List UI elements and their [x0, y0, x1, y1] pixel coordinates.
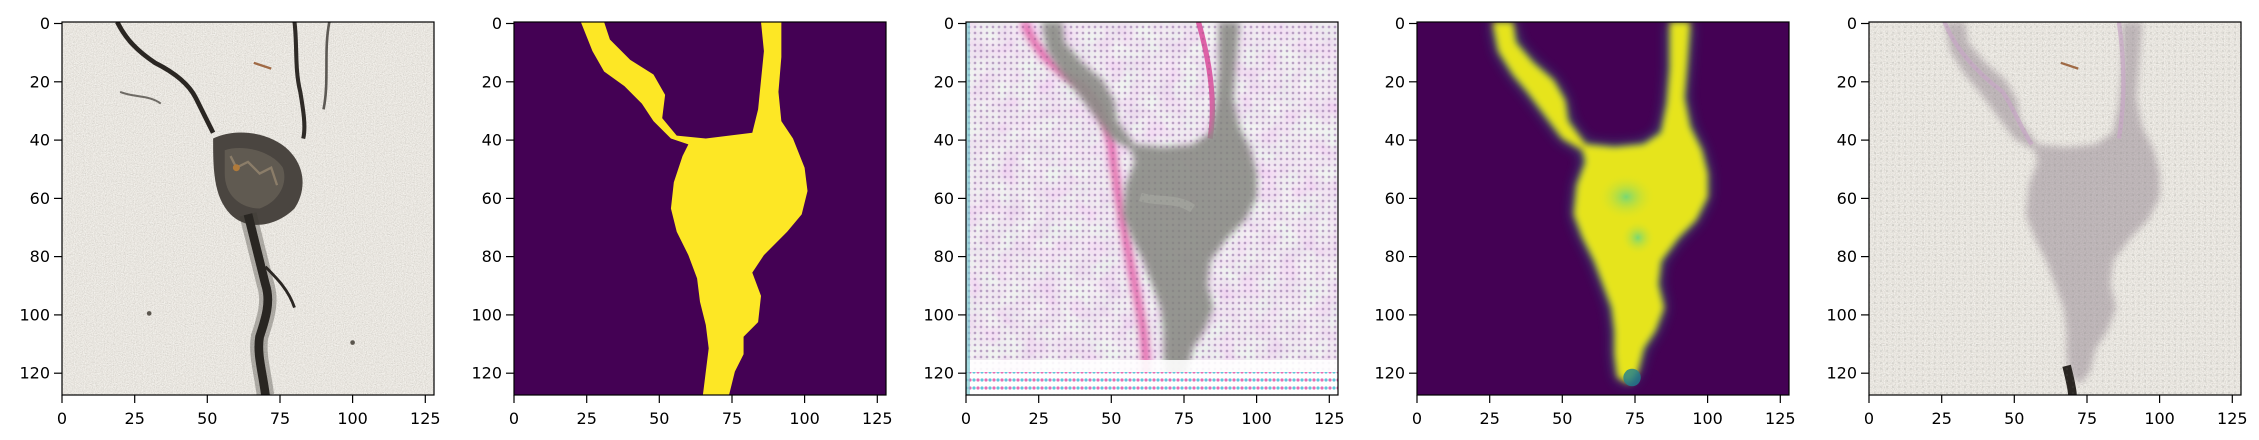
- panel-1-image: [62, 22, 434, 395]
- x-tick-label: 100: [1241, 409, 1272, 428]
- panel-3-axes: [958, 22, 1330, 403]
- y-tick-label: 0: [1395, 14, 1405, 33]
- x-tick-label: 100: [2144, 409, 2175, 428]
- panel-5: 0 25 50 75 100 125 0 20 40 60 80 100 120: [1826, 14, 2247, 428]
- panel-5-frame: [1868, 21, 2242, 396]
- y-tick-label: 40: [1385, 131, 1405, 150]
- x-tick-label: 50: [1552, 409, 1572, 428]
- x-tick-label: 0: [1412, 409, 1422, 428]
- x-tick-label: 0: [1864, 409, 1874, 428]
- x-tick-label: 100: [789, 409, 820, 428]
- panel-1-x-tick-labels: 0 25 50 75 100 125: [57, 409, 441, 428]
- panel-5-x-tick-labels: 0 25 50 75 100 125: [1864, 409, 2248, 428]
- x-tick-label: 25: [1480, 409, 1500, 428]
- panel-2-frame: [513, 21, 887, 396]
- panel-4: 0 25 50 75 100 125 0 20 40 60 80 100 120: [1374, 14, 1795, 428]
- y-tick-label: 100: [923, 305, 954, 324]
- x-tick-label: 25: [125, 409, 145, 428]
- panel-1-frame: [61, 21, 435, 396]
- x-tick-label: 125: [2217, 409, 2248, 428]
- x-tick-label: 75: [270, 409, 290, 428]
- x-tick-label: 75: [2077, 409, 2097, 428]
- x-tick-label: 0: [57, 409, 67, 428]
- panel-2-image: [514, 22, 886, 395]
- y-tick-label: 100: [1374, 305, 1405, 324]
- x-tick-label: 125: [862, 409, 893, 428]
- panel-2-axes: [506, 22, 878, 403]
- x-tick-label: 0: [509, 409, 519, 428]
- y-tick-label: 0: [40, 14, 50, 33]
- panel-4-axes: [1409, 22, 1781, 403]
- panel-4-x-tick-labels: 0 25 50 75 100 125: [1412, 409, 1796, 428]
- y-tick-label: 60: [482, 189, 502, 208]
- x-tick-label: 25: [1932, 409, 1952, 428]
- x-tick-label: 75: [1625, 409, 1645, 428]
- y-tick-label: 20: [934, 72, 954, 91]
- y-tick-label: 120: [471, 364, 502, 383]
- panel-2-x-tick-labels: 0 25 50 75 100 125: [509, 409, 893, 428]
- x-tick-label: 50: [197, 409, 217, 428]
- x-tick-label: 100: [337, 409, 368, 428]
- panel-3-image: [966, 22, 1338, 395]
- y-tick-label: 40: [482, 131, 502, 150]
- panel-2: 0 25 50 75 100 125 0 20 40 60 80 100 120: [471, 14, 892, 428]
- y-tick-label: 80: [934, 247, 954, 266]
- x-tick-label: 25: [1029, 409, 1049, 428]
- y-tick-label: 100: [471, 305, 502, 324]
- y-tick-label: 0: [1847, 14, 1857, 33]
- y-tick-label: 120: [19, 364, 50, 383]
- y-tick-label: 120: [1826, 364, 1857, 383]
- panel-4-image: [1417, 22, 1789, 395]
- panel-3-x-tick-labels: 0 25 50 75 100 125: [961, 409, 1345, 428]
- panel-5-image: [1869, 22, 2241, 395]
- panel-1: 0 25 50 75 100 125 0 20 40 60 80 100 120: [19, 14, 440, 428]
- x-tick-label: 125: [410, 409, 441, 428]
- y-tick-label: 20: [30, 72, 50, 91]
- y-tick-label: 80: [1385, 247, 1405, 266]
- y-tick-label: 120: [923, 364, 954, 383]
- x-tick-label: 0: [961, 409, 971, 428]
- x-tick-label: 50: [1101, 409, 1121, 428]
- y-tick-label: 40: [934, 131, 954, 150]
- x-tick-label: 125: [1314, 409, 1345, 428]
- y-tick-label: 40: [1837, 131, 1857, 150]
- y-tick-label: 100: [1826, 305, 1857, 324]
- x-tick-label: 25: [577, 409, 597, 428]
- x-tick-label: 75: [722, 409, 742, 428]
- y-tick-label: 60: [1837, 189, 1857, 208]
- y-tick-label: 20: [1385, 72, 1405, 91]
- x-tick-label: 75: [1174, 409, 1194, 428]
- y-tick-label: 60: [934, 189, 954, 208]
- panel-3-frame: [965, 21, 1339, 396]
- panel-3: 0 25 50 75 100 125 0 20 40 60 80 100 120: [923, 14, 1344, 428]
- y-tick-label: 80: [1837, 247, 1857, 266]
- x-tick-label: 50: [649, 409, 669, 428]
- panel-1-y-tick-labels: 0 20 40 60 80 100 120: [19, 14, 50, 383]
- y-tick-label: 80: [482, 247, 502, 266]
- y-tick-label: 40: [30, 131, 50, 150]
- y-tick-label: 60: [1385, 189, 1405, 208]
- panel-5-y-tick-labels: 0 20 40 60 80 100 120: [1826, 14, 1857, 383]
- panel-1-axes: [54, 22, 426, 403]
- x-tick-label: 100: [1692, 409, 1723, 428]
- panel-4-frame: [1416, 21, 1790, 396]
- panel-2-y-tick-labels: 0 20 40 60 80 100 120: [471, 14, 502, 383]
- x-tick-label: 125: [1765, 409, 1796, 428]
- y-tick-label: 0: [492, 14, 502, 33]
- panel-3-y-tick-labels: 0 20 40 60 80 100 120: [923, 14, 954, 383]
- panel-5-axes: [1861, 22, 2233, 403]
- y-tick-label: 60: [30, 189, 50, 208]
- panel-4-y-tick-labels: 0 20 40 60 80 100 120: [1374, 14, 1405, 383]
- y-tick-label: 120: [1374, 364, 1405, 383]
- y-tick-label: 100: [19, 305, 50, 324]
- y-tick-label: 80: [30, 247, 50, 266]
- y-tick-label: 20: [482, 72, 502, 91]
- y-tick-label: 0: [944, 14, 954, 33]
- y-tick-label: 20: [1837, 72, 1857, 91]
- x-tick-label: 50: [2004, 409, 2024, 428]
